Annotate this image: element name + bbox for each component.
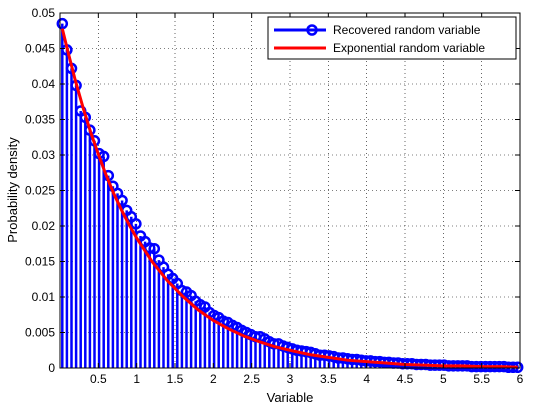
y-tick-label: 0.04 bbox=[32, 77, 56, 91]
y-tick-label: 0.005 bbox=[25, 326, 55, 340]
y-axis-label: Probability density bbox=[5, 137, 20, 243]
y-tick-label: 0.03 bbox=[32, 148, 56, 162]
stem-markers bbox=[56, 17, 524, 374]
x-tick-label: 2.5 bbox=[243, 372, 260, 386]
x-tick-label: 3 bbox=[287, 372, 294, 386]
x-tick-label: 4 bbox=[363, 372, 370, 386]
legend-recovered-label: Recovered random variable bbox=[333, 23, 481, 37]
x-axis-ticks: 0.5 1 1.5 2 2.5 3 3.5 4 4.5 5 5.5 6 bbox=[90, 13, 524, 386]
x-tick-label: 5.5 bbox=[473, 372, 490, 386]
x-axis-label: Variable bbox=[267, 390, 314, 405]
y-tick-label: 0.035 bbox=[25, 113, 55, 127]
y-tick-label: 0.02 bbox=[32, 219, 56, 233]
y-tick-label: 0.045 bbox=[25, 42, 55, 56]
x-tick-label: 4.5 bbox=[397, 372, 414, 386]
y-tick-label: 0.025 bbox=[25, 184, 55, 198]
stem-marker bbox=[56, 17, 69, 30]
y-tick-label: 0 bbox=[48, 361, 55, 375]
x-tick-label: 0.5 bbox=[90, 372, 107, 386]
legend-exponential-label: Exponential random variable bbox=[333, 41, 485, 55]
legend: Recovered random variable Exponential ra… bbox=[267, 16, 517, 60]
legend-recovered-marker bbox=[306, 24, 318, 36]
x-tick-label: 2 bbox=[210, 372, 217, 386]
stem-series bbox=[61, 23, 519, 368]
x-tick-label: 6 bbox=[517, 372, 524, 386]
stem-marker bbox=[130, 218, 142, 230]
y-tick-label: 0.05 bbox=[32, 6, 56, 20]
x-tick-label: 5 bbox=[440, 372, 447, 386]
x-tick-label: 1 bbox=[133, 372, 140, 386]
y-tick-label: 0.01 bbox=[32, 290, 56, 304]
stem-marker bbox=[143, 242, 156, 254]
x-tick-label: 1.5 bbox=[167, 372, 184, 386]
exponential-line bbox=[60, 28, 518, 369]
y-tick-label: 0.015 bbox=[25, 255, 55, 269]
y-axis-ticks: 0 0.005 0.01 0.015 0.02 0.025 0.03 0.035 0.04 0.0… bbox=[25, 6, 520, 375]
stem-marker bbox=[148, 242, 161, 255]
x-tick-label: 3.5 bbox=[320, 372, 337, 386]
legend-box bbox=[267, 16, 517, 60]
